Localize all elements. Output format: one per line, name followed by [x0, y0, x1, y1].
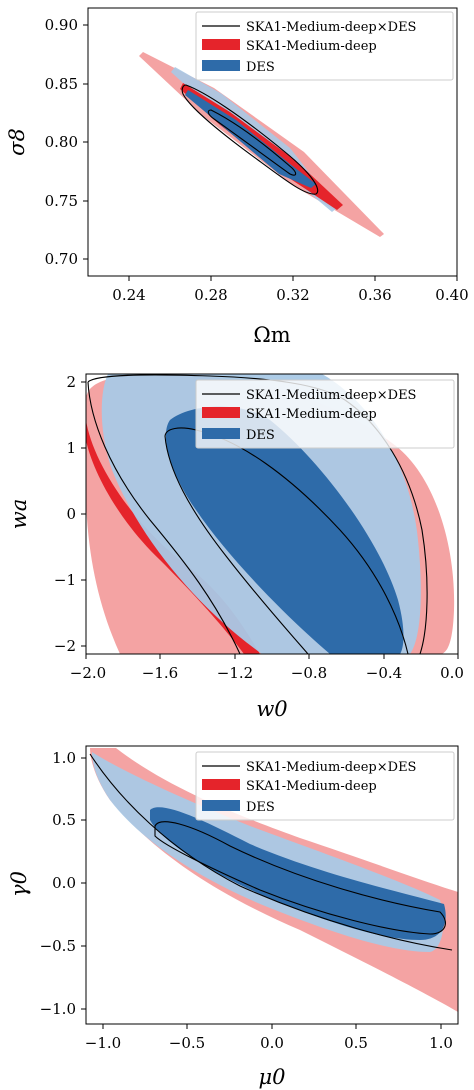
x-tick-label: 1.0	[429, 1034, 453, 1052]
x-tick-label: −0.4	[366, 664, 402, 682]
legend-ska-label: SKA1-Medium-deep	[246, 407, 377, 422]
legend-combined-label: SKA1-Medium-deep×DES	[246, 20, 416, 35]
combined-contour-95	[207, 109, 297, 176]
y-tick-label: 2	[66, 373, 76, 391]
panel1-legend: SKA1-Medium-deep×DES SKA1-Medium-deep DE…	[195, 11, 454, 81]
combined-contour-68	[164, 427, 409, 654]
x-tick-label: −1.2	[217, 664, 253, 682]
x-tick-label: 0.24	[112, 286, 145, 304]
panel2-legend: SKA1-Medium-deep×DES SKA1-Medium-deep DE…	[195, 379, 455, 449]
x-tick-label: 0.0	[440, 664, 464, 682]
panel-wa-w0: SKA1-Medium-deep×DES SKA1-Medium-deep DE…	[7, 373, 464, 721]
x-tick-label: 0.28	[194, 286, 227, 304]
x-tick-label: −1.0	[85, 1034, 121, 1052]
combined-contour-68	[154, 821, 446, 935]
y-tick-label: −2	[54, 637, 76, 655]
x-tick-label: −1.6	[142, 664, 178, 682]
panel-gamma0-mu0: SKA1-Medium-deep×DES SKA1-Medium-deep DE…	[7, 745, 459, 1089]
y-tick-label: 0.5	[52, 811, 76, 829]
x-tick-label: −0.8	[291, 664, 327, 682]
panel2-ylabel: wa	[7, 499, 31, 530]
panel2-yticks: 2 1 0 −1 −2	[54, 373, 86, 655]
y-tick-label: 0.0	[52, 874, 76, 892]
legend-des-swatch	[202, 800, 240, 811]
legend-des-swatch	[202, 60, 240, 71]
legend-ska-swatch	[202, 407, 240, 418]
x-tick-label: 0.0	[260, 1034, 284, 1052]
panel3-xticks: −1.0 −0.5 0.0 0.5 1.0	[85, 1024, 453, 1052]
panel3-ylabel: γ0	[7, 871, 31, 897]
x-tick-label: −0.5	[169, 1034, 205, 1052]
y-tick-label: 0.70	[45, 250, 78, 268]
x-tick-label: 0.36	[358, 286, 391, 304]
legend-ska-swatch	[202, 39, 240, 50]
y-tick-label: 1	[66, 439, 76, 457]
y-tick-label: 1.0	[52, 749, 76, 767]
panel2-xlabel: w0	[256, 697, 287, 721]
panel3-xlabel: μ0	[258, 1065, 285, 1089]
panel1-ylabel: σ8	[5, 128, 29, 156]
des-contour-68	[185, 90, 316, 188]
legend-combined-label: SKA1-Medium-deep×DES	[246, 388, 416, 403]
y-tick-label: 0.80	[45, 133, 78, 151]
x-tick-label: 0.5	[344, 1034, 368, 1052]
legend-ska-label: SKA1-Medium-deep	[246, 39, 377, 54]
legend-des-label: DES	[246, 60, 275, 75]
y-tick-label: −0.5	[40, 937, 76, 955]
panel3-legend: SKA1-Medium-deep×DES SKA1-Medium-deep DE…	[195, 751, 455, 821]
combined-contour-outer	[89, 753, 453, 951]
y-tick-label: 0	[66, 505, 76, 523]
legend-combined-label: SKA1-Medium-deep×DES	[246, 760, 416, 775]
y-tick-label: 0.85	[45, 75, 78, 93]
y-tick-label: −1	[54, 571, 76, 589]
des-contour-68	[150, 807, 446, 940]
y-tick-label: 0.75	[45, 192, 78, 210]
legend-ska-label: SKA1-Medium-deep	[246, 779, 377, 794]
legend-ska-swatch	[202, 779, 240, 790]
panel1-xticks: 0.24 0.28 0.32 0.36 0.40	[112, 276, 469, 304]
combined-contour-68	[181, 84, 319, 195]
y-tick-label: −1.0	[40, 1000, 76, 1018]
x-tick-label: 0.40	[435, 286, 468, 304]
legend-des-label: DES	[246, 428, 275, 443]
legend-des-swatch	[202, 428, 240, 439]
panel2-xticks: −2.0 −1.6 −1.2 −0.8 −0.4 0.0	[70, 654, 464, 682]
panel1-xlabel: Ωm	[253, 323, 290, 347]
panel3-yticks: 1.0 0.5 0.0 −0.5 −1.0	[40, 749, 86, 1018]
y-tick-label: 0.90	[45, 16, 78, 34]
panel1-yticks: 0.90 0.85 0.80 0.75 0.70	[45, 16, 88, 268]
legend-des-label: DES	[246, 800, 275, 815]
panel-sigma8-omegam: SKA1-Medium-deep×DES SKA1-Medium-deep DE…	[5, 7, 469, 347]
des-contour-68	[165, 406, 404, 654]
x-tick-label: 0.32	[276, 286, 309, 304]
x-tick-label: −2.0	[70, 664, 106, 682]
